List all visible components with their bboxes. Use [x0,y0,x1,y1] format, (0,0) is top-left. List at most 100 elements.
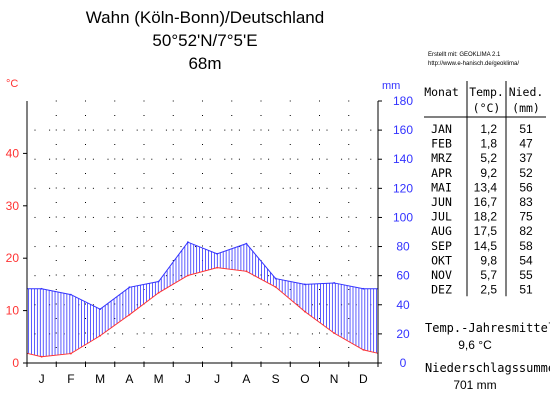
table-row-precip: 51 [519,122,533,136]
precip-axis-unit: mm [382,80,400,92]
month-label-10: N [330,372,339,386]
month-label-1: F [67,372,74,386]
table-row-precip: 37 [519,151,533,165]
temperature-point-J [186,274,189,277]
table-row-precip: 52 [519,166,533,180]
table-row-month: DEZ [431,283,452,297]
precipitation-point-A [128,286,131,289]
chart-elevation: 68m [188,54,222,73]
table-header-month: Monat [424,85,459,99]
precipitation-hatching [28,242,378,357]
table-header-precip: Nied. [509,85,544,99]
table-row-month: FEB [431,137,452,151]
temp-tick-label: 0 [12,356,19,370]
temperature-point-N [333,332,336,335]
temperature-point-M [99,334,102,337]
precip-tick-label: 60 [396,269,410,283]
precip-tick-label: 160 [393,123,413,137]
table-row-month: SEP [431,239,452,253]
table-row-month: OKT [431,253,452,267]
temp-axis-unit: °C [6,78,18,90]
precipitation-point-M [99,308,102,311]
month-label-4: M [154,372,164,386]
table-row-temp: 1,2 [480,122,497,136]
table-row-precip: 58 [519,239,533,253]
temp-tick-label: 20 [6,251,20,265]
table-row-month: NOV [431,268,452,282]
precipitation-point-F [69,293,72,296]
temperature-point-F [69,352,72,355]
temperature-point-J [40,355,43,358]
precipitation-point-N [333,282,336,284]
month-label-9: O [300,372,309,386]
table-row-precip: 83 [519,195,533,209]
temperature-point-A [128,313,131,316]
table-row-precip: 75 [519,210,533,224]
precip-tick-label: 100 [393,210,413,224]
table-row-temp: 14,5 [474,239,498,253]
month-label-7: A [242,372,250,386]
table-row-temp: 9,8 [480,253,497,267]
precipitation-point-S [274,277,277,280]
month-label-6: J [214,372,220,386]
temp-tick-label: 40 [6,146,20,160]
month-label-3: A [125,372,133,386]
precipitation-point-J [216,252,219,255]
temperature-point-J [216,266,219,269]
table-row-temp: 18,2 [474,210,498,224]
table-header-temp-unit: (°C) [473,101,501,115]
table-row-precip: 82 [519,224,533,238]
temp-tick-label: 30 [6,199,20,213]
table-row-temp: 17,5 [474,224,498,238]
table-row-month: JAN [431,122,452,136]
precip-annual-sum-label: Niederschlagssumme [425,361,550,375]
precip-tick-label: 140 [393,152,413,166]
table-row-temp: 1,8 [480,137,497,151]
temperature-point-O [303,310,306,313]
precipitation-point-J [40,287,43,290]
table-row-temp: 9,2 [480,166,497,180]
temp-tick-label: 10 [6,304,20,318]
temp-annual-mean-value: 9,6 °C [458,338,492,352]
table-row-month: AUG [431,224,452,238]
precipitation-point-J [186,241,189,244]
table-row-temp: 5,7 [480,268,497,282]
table-row-temp: 5,2 [480,151,497,165]
precip-tick-label: 40 [396,298,410,312]
table-row-precip: 51 [519,283,533,297]
precipitation-point-A [245,242,248,245]
table-row-temp: 13,4 [474,180,498,194]
month-label-11: D [359,372,368,386]
credit-url: http://www.e-hanisch.de/geoklima/ [428,61,520,67]
climate-table: Monat Temp. (°C) Nied. (mm) JAN 1,2 51 FEB 1,8 47 M… [424,81,546,297]
month-label-5: J [185,372,191,386]
chart-coordinates: 50°52'N/7°5'E [152,31,258,50]
table-row-precip: 47 [519,137,533,151]
grid-dots [34,100,372,363]
temperature-point-D [362,349,365,351]
table-row-month: APR [431,166,452,180]
precipitation-point-O [303,283,306,286]
table-row-precip: 56 [519,180,533,194]
temp-annual-mean-label: Temp.-Jahresmittel [425,321,550,335]
table-row-month: MAI [431,180,452,194]
precipitation-line [27,241,378,310]
table-header-temp: Temp. [469,85,504,99]
precip-tick-label: 120 [393,181,413,195]
precip-annual-sum-value: 701 mm [453,378,497,392]
table-row-temp: 2,5 [480,283,497,297]
month-label-2: M [95,372,105,386]
precipitation-point-M [157,280,160,283]
table-row-month: JUL [431,210,452,224]
table-row-month: JUN [431,195,452,209]
precip-tick-label: 180 [393,94,413,108]
temperature-point-A [245,270,248,273]
month-label-0: J [39,372,45,386]
chart-title: Wahn (Köln-Bonn)/Deutschland [85,8,325,27]
table-row-precip: 55 [519,268,533,282]
precip-tick-label: 20 [396,327,410,341]
table-header-precip-unit: (mm) [512,101,540,115]
precip-tick-label: 0 [400,356,407,370]
temperature-line [26,267,379,358]
